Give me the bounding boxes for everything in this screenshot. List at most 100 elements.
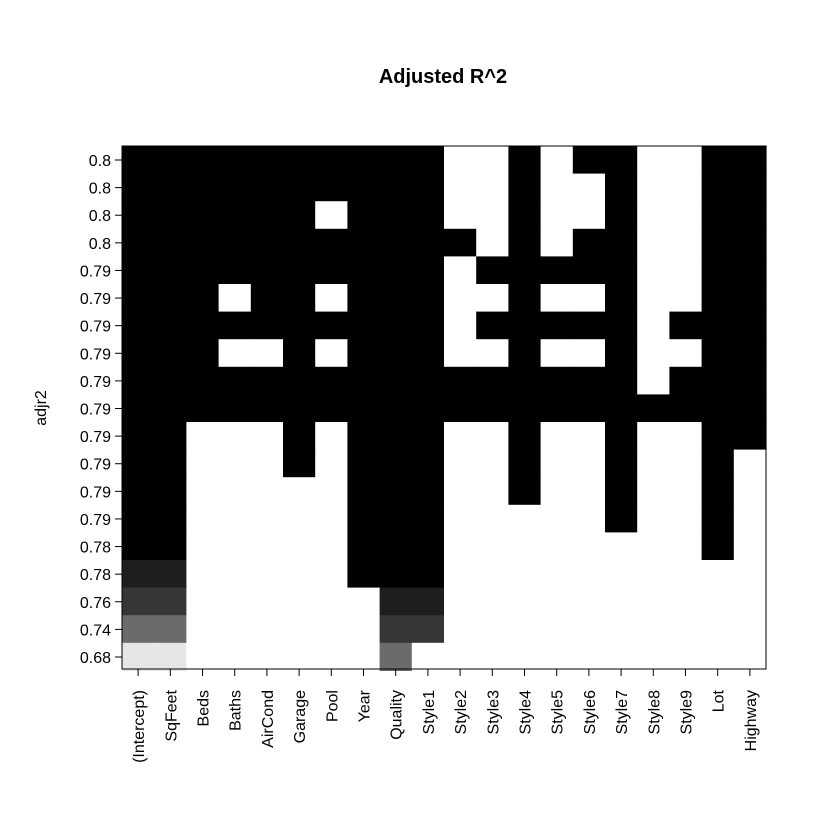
heatmap-cell [411,284,445,313]
heatmap-cell [508,477,542,506]
heatmap-cell [315,615,348,644]
heatmap-cell [508,504,542,533]
heatmap-cell [315,587,348,616]
heatmap-cell [444,228,477,257]
heatmap-cell [605,284,638,313]
heatmap-cell [733,560,767,589]
heatmap-cell [669,366,703,395]
heatmap-cell [122,173,155,202]
y-axis: 0.8 0.8 0.8 0.8 0.79 0.79 0.79 0.79 0.79 0.79 0.79… [80,153,122,667]
heatmap-cell [315,642,348,671]
heatmap-cell [379,311,413,340]
y-tick-label: 0.79 [80,429,111,446]
heatmap-cell [315,422,348,451]
heatmap-cell [540,284,574,313]
heatmap-cell [347,173,381,202]
heatmap-cell [379,422,413,451]
heatmap-cell [379,228,413,257]
heatmap-cell [218,146,252,175]
heatmap-cell [444,532,477,561]
heatmap-cell [605,560,638,589]
heatmap-cell [315,449,348,478]
heatmap-cell [508,339,542,368]
heatmap-cell [637,366,670,395]
heatmap-cell [411,587,445,616]
heatmap-cell [637,284,670,313]
heatmap-cell [540,311,574,340]
heatmap-cell [605,146,638,175]
heatmap-cell [186,615,220,644]
heatmap-cell [701,504,735,533]
heatmap-cell [186,339,220,368]
heatmap-cell [637,146,670,175]
y-tick-label: 0.79 [80,291,111,308]
heatmap-cell [315,394,348,423]
heatmap-cell [572,394,606,423]
heatmap-cell [218,173,252,202]
heatmap-cell [540,173,574,202]
heatmap-cell [347,311,381,340]
heatmap-cell [283,228,316,257]
heatmap-cell [315,228,348,257]
x-tick-label: SqFeet [163,689,180,741]
heatmap-cell [283,366,316,395]
heatmap-cell [250,615,284,644]
x-tick-label: Year [357,689,374,722]
heatmap-cell [733,615,767,644]
heatmap-cell [250,201,284,230]
heatmap-cell [733,228,767,257]
heatmap-cell [154,615,187,644]
heatmap-cell [637,394,670,423]
heatmap-cell [186,284,220,313]
heatmap-cell [315,477,348,506]
heatmap-cell [572,560,606,589]
heatmap-cell [154,146,187,175]
heatmap-cell [411,256,445,285]
heatmap-cell [701,422,735,451]
heatmap-cell [122,477,155,506]
heatmap-cell [637,256,670,285]
x-tick-label: Style7 [614,690,631,735]
heatmap-cell [701,201,735,230]
heatmap-cell [572,228,606,257]
heatmap-cell [122,284,155,313]
heatmap-cell [444,146,477,175]
y-tick-label: 0.79 [80,457,111,474]
heatmap-cell [218,284,252,313]
heatmap-cell [379,366,413,395]
heatmap-cell [347,339,381,368]
heatmap-cell [218,587,252,616]
heatmap-cell [283,284,316,313]
heatmap-cell [347,560,381,589]
heatmap-cell [218,449,252,478]
x-tick-label: Style1 [421,690,438,735]
x-tick-label: Quality [389,690,406,740]
heatmap-cell [540,339,574,368]
heatmap-cell [508,228,542,257]
heatmap-cell [669,422,703,451]
heatmap-cell [379,394,413,423]
heatmap-cell [347,642,381,671]
heatmap-cell [669,532,703,561]
heatmap-cell [186,173,220,202]
heatmap-cell [218,615,252,644]
heatmap-cell [540,256,574,285]
heatmap-cell [122,532,155,561]
x-tick-label: Pool [324,690,341,722]
heatmap-cell [572,339,606,368]
heatmap-cell [218,642,252,671]
x-tick-label: (Intercept) [131,690,148,763]
heatmap-cell [122,504,155,533]
heatmap-cell [701,642,735,671]
heatmap-cell [250,256,284,285]
heatmap-cell [540,642,574,671]
y-tick-label: 0.79 [80,402,111,419]
heatmap-cell [347,615,381,644]
heatmap-cell [572,422,606,451]
heatmap-cell [154,587,187,616]
heatmap-cell [637,532,670,561]
heatmap-cell [540,449,574,478]
heatmap-cell [186,642,220,671]
heatmap-cell [154,228,187,257]
heatmap-cell [250,339,284,368]
